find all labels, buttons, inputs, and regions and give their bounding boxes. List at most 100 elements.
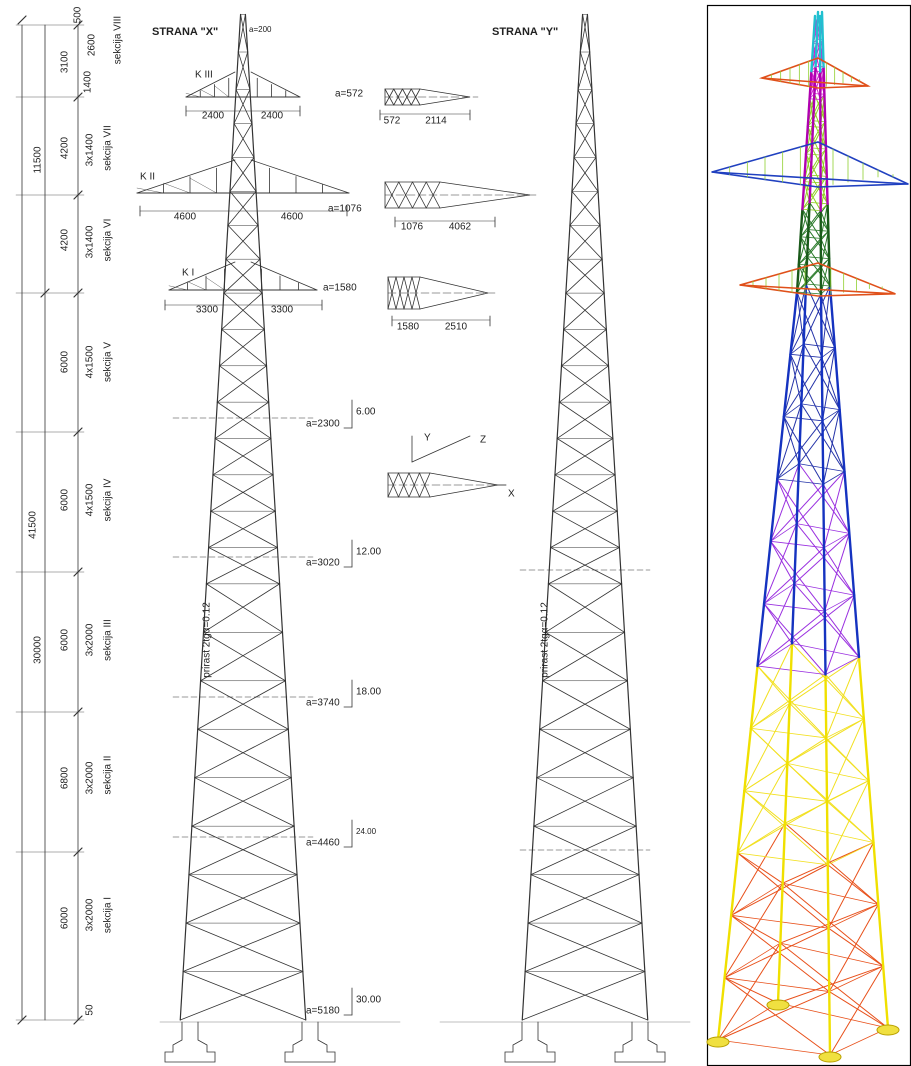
foundation bbox=[165, 1022, 215, 1062]
model-base bbox=[877, 1025, 899, 1035]
level-height: 18.00 bbox=[356, 687, 381, 698]
tower-leg bbox=[186, 875, 189, 923]
tower-brace bbox=[572, 191, 600, 225]
tower-brace bbox=[543, 632, 625, 680]
tower-brace bbox=[192, 826, 297, 874]
model-leg bbox=[824, 67, 825, 94]
sec-panels: 3x2000 bbox=[85, 623, 96, 656]
tower-brace bbox=[551, 548, 622, 584]
tower-leg bbox=[273, 475, 275, 511]
tower-leg bbox=[271, 438, 273, 474]
tower-brace bbox=[525, 972, 648, 1020]
tower-brace bbox=[224, 293, 264, 329]
tower-leg bbox=[548, 548, 550, 584]
tower-leg bbox=[645, 972, 648, 1020]
model-leg bbox=[822, 12, 823, 39]
tower-brace bbox=[213, 438, 271, 474]
tower-brace bbox=[561, 366, 610, 402]
arm-name: K II bbox=[140, 172, 155, 183]
arm-left: 2400 bbox=[202, 111, 225, 122]
sec-panels: 3x2000 bbox=[85, 898, 96, 931]
tower-leg bbox=[300, 923, 303, 971]
tower-brace bbox=[228, 225, 260, 259]
sec-name: sekcija II bbox=[103, 756, 114, 795]
foundation bbox=[615, 1022, 665, 1062]
plan-b: 4062 bbox=[449, 222, 472, 233]
tower-leg bbox=[262, 293, 264, 329]
tower-leg bbox=[282, 632, 285, 680]
tower-leg bbox=[553, 475, 555, 511]
model-leg bbox=[829, 259, 830, 286]
sec-length: 6800 bbox=[60, 766, 71, 789]
title-x: STRANA "X" bbox=[152, 26, 218, 38]
sec-panels: 4x1500 bbox=[85, 483, 96, 516]
linework bbox=[16, 14, 690, 1062]
tower-leg bbox=[540, 681, 543, 729]
tower-leg bbox=[630, 729, 633, 777]
tower-brace bbox=[219, 329, 264, 365]
level-height: 12.00 bbox=[356, 547, 381, 558]
arm-web bbox=[200, 90, 214, 98]
tower-brace bbox=[222, 329, 267, 365]
tower-brace bbox=[531, 826, 636, 874]
sec-sub: 1400 bbox=[83, 70, 94, 93]
axis-label: X bbox=[508, 489, 515, 500]
tower-leg bbox=[531, 826, 534, 874]
model-leg bbox=[821, 294, 822, 357]
tower-brace bbox=[236, 90, 252, 124]
level-width: a=2300 bbox=[306, 419, 340, 430]
tower-brace bbox=[578, 90, 594, 124]
tower-brace bbox=[537, 778, 636, 826]
tower-leg bbox=[206, 548, 208, 584]
tower-leg bbox=[639, 875, 642, 923]
tower-brace bbox=[195, 778, 294, 826]
tower-leg bbox=[604, 293, 606, 329]
tower-leg bbox=[180, 972, 183, 1020]
tower-brace bbox=[217, 366, 266, 402]
model-leg bbox=[814, 66, 815, 93]
tower-brace bbox=[555, 438, 613, 474]
tower-brace bbox=[559, 366, 608, 402]
model-leg bbox=[827, 801, 828, 864]
tower-brace bbox=[572, 157, 596, 191]
arm-web bbox=[215, 86, 229, 97]
tower-leg bbox=[627, 681, 630, 729]
tower-leg bbox=[642, 923, 645, 971]
tower-leg bbox=[267, 366, 269, 402]
tower-brace bbox=[576, 123, 596, 157]
level-height: 6.00 bbox=[356, 407, 376, 418]
model-leg bbox=[810, 175, 811, 202]
dim-upper: 11500 bbox=[33, 146, 44, 174]
tower-leg bbox=[609, 366, 611, 402]
tower-leg bbox=[211, 475, 213, 511]
tower-brace bbox=[548, 584, 624, 632]
plan-b: 2510 bbox=[445, 322, 468, 333]
tower-brace bbox=[561, 329, 606, 365]
model-leg bbox=[826, 675, 827, 738]
tower-leg bbox=[294, 826, 297, 874]
arm-left: 4600 bbox=[174, 212, 197, 223]
slope-label: prirast 2tgα=0.12 bbox=[540, 602, 551, 678]
tower-brace bbox=[540, 729, 634, 777]
tower-brace bbox=[564, 329, 609, 365]
tower-leg bbox=[209, 511, 211, 547]
sec-length: 3100 bbox=[60, 50, 71, 73]
tower-leg bbox=[622, 584, 625, 632]
arm-web bbox=[188, 282, 207, 290]
dim-total: 41500 bbox=[28, 511, 39, 539]
tower-leg bbox=[555, 438, 557, 474]
tower-leg bbox=[213, 438, 215, 474]
tower-leg bbox=[217, 366, 219, 402]
tower-leg bbox=[264, 329, 266, 365]
model-leg bbox=[828, 865, 829, 928]
tower-leg bbox=[633, 778, 636, 826]
sec-length: 6000 bbox=[60, 628, 71, 651]
model-leg bbox=[828, 204, 829, 231]
tower-brace bbox=[215, 402, 269, 438]
tower-leg bbox=[537, 729, 540, 777]
model-leg bbox=[806, 257, 807, 284]
slope-label: prirast 2tgα=0.12 bbox=[202, 602, 213, 678]
tower-brace bbox=[204, 584, 280, 632]
arm-top bbox=[251, 72, 300, 97]
tower-brace bbox=[574, 123, 594, 157]
